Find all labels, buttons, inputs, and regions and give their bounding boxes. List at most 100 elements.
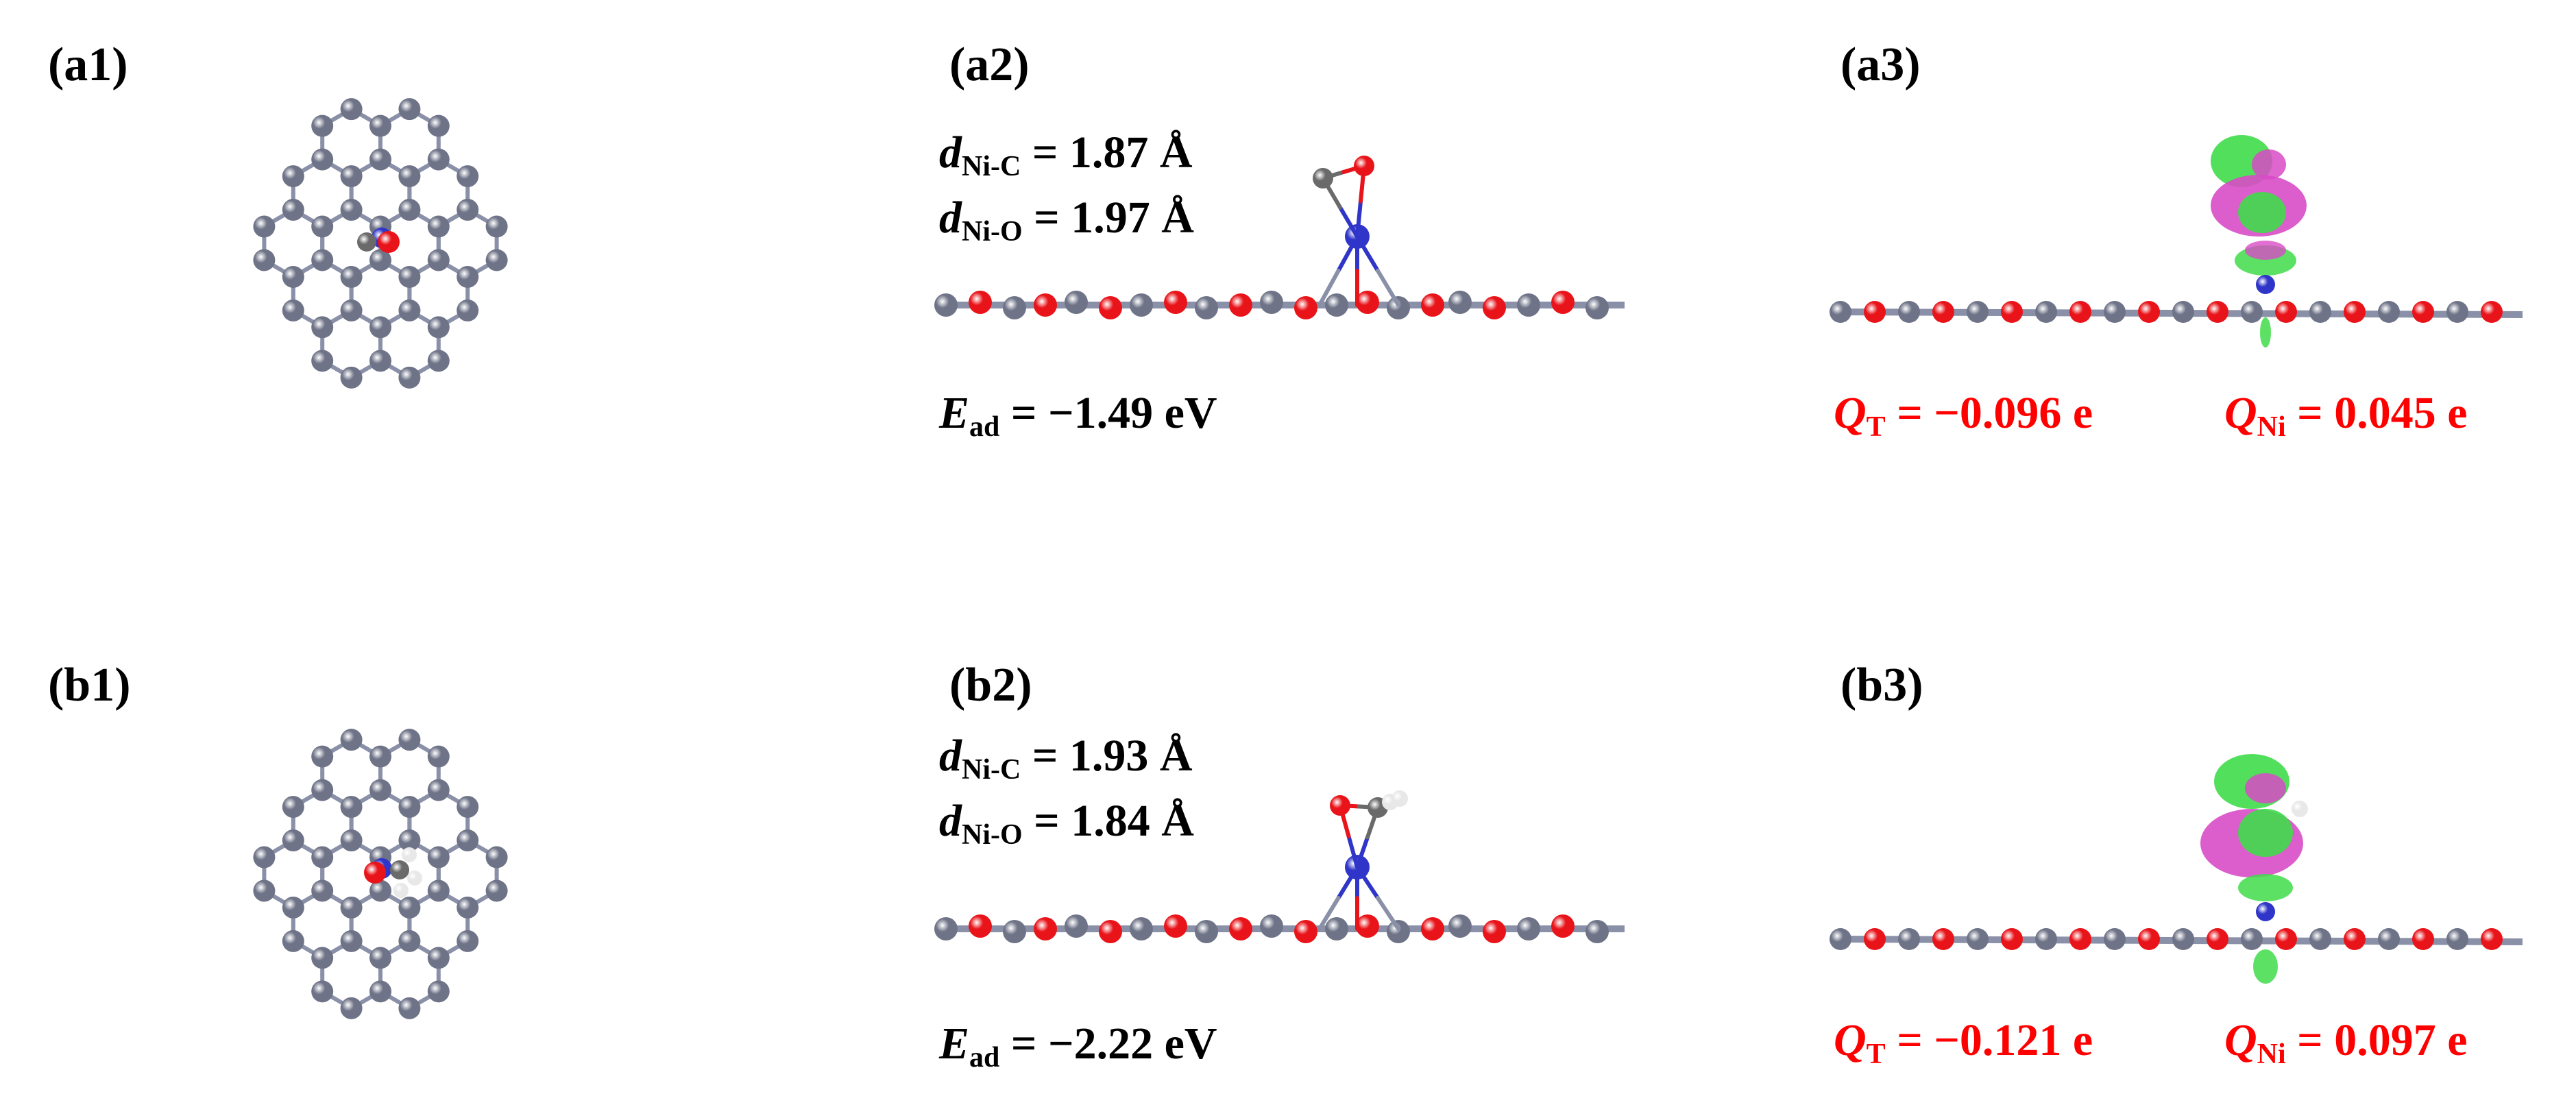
carbon-atom [1830, 301, 1851, 323]
carbon-atom [427, 980, 450, 1003]
oxygen-atom [2344, 928, 2366, 950]
carbon-atom [1130, 917, 1153, 940]
charge-density-b3 [1830, 754, 2523, 984]
carbon-atom [311, 350, 334, 372]
carbon-atom [369, 249, 391, 271]
carbon-atom [1448, 291, 1472, 314]
carbon-atom [2172, 928, 2194, 950]
oxygen-atom [1099, 920, 1122, 943]
carbon-atom [1387, 296, 1410, 319]
oxygen-atom [1551, 914, 1575, 938]
oxygen-atom [2207, 301, 2228, 323]
carbon-atom [457, 829, 479, 852]
carbon-atom [2446, 301, 2468, 323]
charge-gain-lobe [2238, 809, 2293, 857]
carbon-atom [311, 779, 334, 801]
hydrogen-atom [407, 871, 422, 886]
oxygen-atom [364, 862, 386, 884]
carbon-atom [340, 165, 363, 188]
bond [1376, 896, 1400, 931]
carbon-atom [1517, 293, 1540, 317]
carbon-atom [1967, 301, 1989, 323]
carbon-atom [427, 148, 450, 171]
carbon-atom [1517, 917, 1540, 940]
carbon-atom [485, 249, 508, 271]
carbon-atom [398, 366, 421, 389]
carbon-atom [282, 265, 304, 288]
carbon-atom [427, 879, 450, 902]
carbon-atom [2446, 928, 2468, 950]
carbon-atom [369, 148, 391, 171]
carbon-atom [340, 997, 363, 1019]
oxygen-atom [1354, 156, 1374, 176]
carbon-atom [282, 165, 304, 188]
carbon-atom [340, 199, 363, 221]
carbon-atom [1830, 928, 1851, 950]
oxygen-atom [1551, 291, 1575, 314]
carbon-atom [340, 896, 363, 919]
carbon-atom [311, 114, 334, 137]
carbon-atom [457, 796, 479, 818]
carbon-atom [1898, 928, 1920, 950]
oxygen-atom [2001, 301, 2023, 323]
carbon-atom [282, 930, 304, 952]
carbon-atom [1003, 920, 1026, 943]
nickel-atom [2256, 275, 2275, 294]
carbon-atom [340, 98, 363, 121]
carbon-atom [2309, 301, 2331, 323]
oxygen-atom [2275, 301, 2297, 323]
hydrogen-atom [393, 883, 409, 898]
oxygen-atom [1229, 293, 1252, 317]
carbon-atom [398, 199, 421, 221]
carbon-atom [369, 745, 391, 768]
carbon-atom [457, 930, 479, 952]
carbon-atom [311, 879, 334, 902]
a2-d-ni-c: dNi-C = 1.87 Å [939, 127, 1193, 182]
carbon-atom [311, 316, 334, 339]
bond [1355, 835, 1370, 869]
carbon-atom [340, 930, 363, 952]
oxygen-atom [2138, 301, 2160, 323]
oxygen-atom [1483, 296, 1506, 319]
oxygen-atom [1099, 296, 1122, 319]
carbon-atom [340, 796, 363, 818]
carbon-atom [282, 896, 304, 919]
adsorbate-carbon-atom [1313, 168, 1333, 189]
carbon-atom [311, 980, 334, 1003]
carbon-atom [427, 350, 450, 372]
carbon-atom [311, 745, 334, 768]
oxygen-atom [2138, 928, 2160, 950]
carbon-atom [253, 846, 276, 869]
carbon-atom [457, 265, 479, 288]
carbon-atom [282, 299, 304, 321]
charge-loss-lobe [2252, 149, 2286, 180]
oxygen-atom [1034, 917, 1057, 940]
oxygen-atom [2481, 928, 2503, 950]
nickel-atom [2256, 902, 2275, 921]
carbon-atom [1003, 296, 1026, 319]
carbon-atom [427, 215, 450, 238]
carbon-atom [427, 249, 450, 271]
panel-label-b3: (b3) [1840, 659, 1923, 712]
carbon-atom [282, 199, 304, 221]
carbon-atom [1195, 920, 1218, 943]
carbon-atom [2035, 301, 2057, 323]
a2-e-ad: Ead = −1.49 eV [939, 388, 1217, 443]
carbon-atom [427, 316, 450, 339]
carbon-atom [934, 293, 958, 317]
carbon-atom [2309, 928, 2331, 950]
oxygen-atom [2001, 928, 2023, 950]
bond [1338, 205, 1359, 239]
carbon-atom [369, 980, 391, 1003]
carbon-atom [311, 215, 334, 238]
carbon-atom [369, 114, 391, 137]
b2-e-ad: Ead = −2.22 eV [939, 1019, 1217, 1073]
carbon-atom [340, 729, 363, 751]
carbon-atom [311, 947, 334, 969]
hydrogen-atom [1392, 790, 1408, 807]
carbon-atom [1260, 914, 1283, 938]
carbon-atom [253, 215, 276, 238]
carbon-atom [457, 165, 479, 188]
panel-label-b2: (b2) [949, 659, 1032, 712]
b2-d-ni-c: dNi-C = 1.93 Å [939, 731, 1193, 786]
